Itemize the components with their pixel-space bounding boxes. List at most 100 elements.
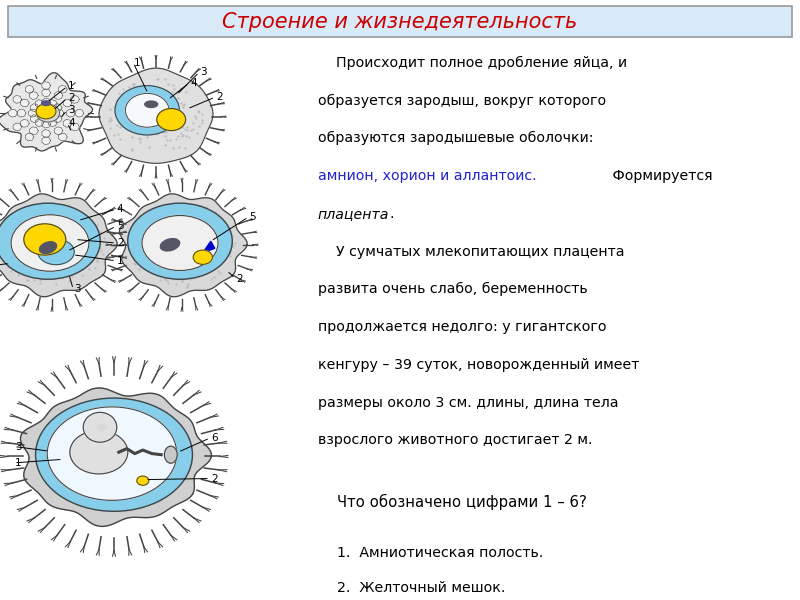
Text: 3: 3: [68, 106, 74, 115]
Text: кенгуру – 39 суток, новорожденный имеет: кенгуру – 39 суток, новорожденный имеет: [318, 358, 639, 372]
Polygon shape: [42, 137, 50, 145]
Text: 1: 1: [15, 458, 22, 468]
Text: 2: 2: [216, 92, 222, 102]
Text: взрослого животного достигает 2 м.: взрослого животного достигает 2 м.: [318, 433, 592, 447]
Text: У сумчатых млекопитающих плацента: У сумчатых млекопитающих плацента: [318, 245, 624, 259]
FancyBboxPatch shape: [8, 6, 792, 37]
Circle shape: [83, 412, 117, 442]
Ellipse shape: [37, 104, 59, 122]
Ellipse shape: [42, 101, 50, 106]
Polygon shape: [0, 194, 117, 297]
Polygon shape: [42, 120, 50, 128]
Ellipse shape: [98, 424, 106, 430]
Text: 5: 5: [250, 212, 256, 222]
Ellipse shape: [142, 215, 218, 271]
Polygon shape: [58, 85, 67, 93]
Text: 6: 6: [211, 433, 218, 443]
Polygon shape: [99, 68, 213, 163]
Text: размеры около 3 см. длины, длина тела: размеры около 3 см. длины, длина тела: [318, 395, 618, 410]
Ellipse shape: [11, 215, 89, 271]
Text: 2: 2: [117, 238, 123, 248]
Text: Строение и жизнедеятельность: Строение и жизнедеятельность: [222, 11, 578, 32]
Polygon shape: [70, 95, 79, 103]
Text: 2: 2: [68, 93, 74, 103]
Text: образуется зародыш, вокруг которого: образуется зародыш, вокруг которого: [318, 94, 606, 108]
Polygon shape: [26, 133, 34, 141]
Ellipse shape: [145, 101, 158, 107]
Polygon shape: [119, 194, 247, 297]
Polygon shape: [30, 127, 38, 135]
Polygon shape: [29, 109, 38, 117]
Ellipse shape: [35, 398, 193, 511]
Text: .: .: [390, 207, 394, 221]
Text: 1: 1: [117, 256, 123, 266]
Polygon shape: [58, 133, 67, 141]
Text: Формируется: Формируется: [608, 169, 713, 183]
Text: 2.  Желточный мешок.: 2. Желточный мешок.: [338, 581, 506, 595]
Polygon shape: [54, 115, 62, 122]
Polygon shape: [35, 100, 44, 107]
Polygon shape: [54, 104, 62, 112]
Text: 5: 5: [117, 221, 123, 231]
Text: 4: 4: [117, 204, 123, 214]
Ellipse shape: [194, 250, 213, 265]
Polygon shape: [21, 388, 211, 526]
Text: образуются зародышевые оболочки:: образуются зародышевые оболочки:: [318, 131, 594, 145]
Polygon shape: [55, 109, 64, 117]
Polygon shape: [75, 109, 84, 117]
Text: 3: 3: [74, 284, 81, 294]
Polygon shape: [21, 99, 30, 107]
Polygon shape: [42, 98, 50, 106]
Ellipse shape: [160, 239, 180, 251]
Polygon shape: [63, 99, 72, 107]
Ellipse shape: [115, 86, 179, 135]
Text: 4: 4: [190, 78, 197, 88]
Polygon shape: [9, 109, 18, 117]
Polygon shape: [49, 119, 57, 127]
Polygon shape: [30, 92, 38, 100]
Polygon shape: [203, 241, 215, 253]
Text: плацента: плацента: [318, 207, 389, 221]
Polygon shape: [26, 85, 34, 93]
Polygon shape: [0, 73, 93, 151]
Text: 2: 2: [236, 274, 242, 284]
Polygon shape: [54, 127, 63, 135]
Text: 2: 2: [211, 473, 218, 484]
Polygon shape: [21, 119, 30, 127]
Ellipse shape: [36, 104, 56, 119]
Polygon shape: [70, 123, 79, 131]
Text: 3: 3: [200, 67, 206, 77]
Ellipse shape: [70, 431, 128, 474]
Text: амнион, хорион и аллантоис.: амнион, хорион и аллантоис.: [318, 169, 536, 183]
Text: Что обозначено цифрами 1 – 6?: Что обозначено цифрами 1 – 6?: [338, 494, 587, 510]
Ellipse shape: [165, 446, 178, 463]
Ellipse shape: [47, 407, 177, 500]
Text: 1.  Амниотическая полость.: 1. Амниотическая полость.: [338, 547, 543, 560]
Polygon shape: [42, 82, 50, 89]
Polygon shape: [30, 104, 39, 112]
Polygon shape: [13, 95, 22, 103]
Ellipse shape: [39, 242, 57, 254]
Ellipse shape: [0, 203, 100, 279]
Polygon shape: [18, 109, 26, 117]
Ellipse shape: [126, 94, 169, 127]
Ellipse shape: [24, 224, 66, 255]
Polygon shape: [35, 119, 44, 127]
Polygon shape: [30, 115, 39, 122]
Ellipse shape: [128, 203, 232, 279]
Ellipse shape: [137, 476, 149, 485]
Polygon shape: [63, 119, 72, 127]
Text: 3: 3: [15, 442, 22, 452]
Polygon shape: [42, 89, 50, 97]
Text: продолжается недолго: у гигантского: продолжается недолго: у гигантского: [318, 320, 606, 334]
Ellipse shape: [38, 239, 74, 265]
Polygon shape: [54, 92, 63, 100]
Polygon shape: [66, 109, 75, 117]
Polygon shape: [13, 123, 22, 131]
Text: 4: 4: [68, 118, 74, 128]
Ellipse shape: [157, 109, 186, 131]
Polygon shape: [42, 130, 50, 137]
Text: 1: 1: [68, 82, 74, 91]
Polygon shape: [49, 100, 57, 107]
Text: развита очень слабо, беременность: развита очень слабо, беременность: [318, 283, 587, 296]
